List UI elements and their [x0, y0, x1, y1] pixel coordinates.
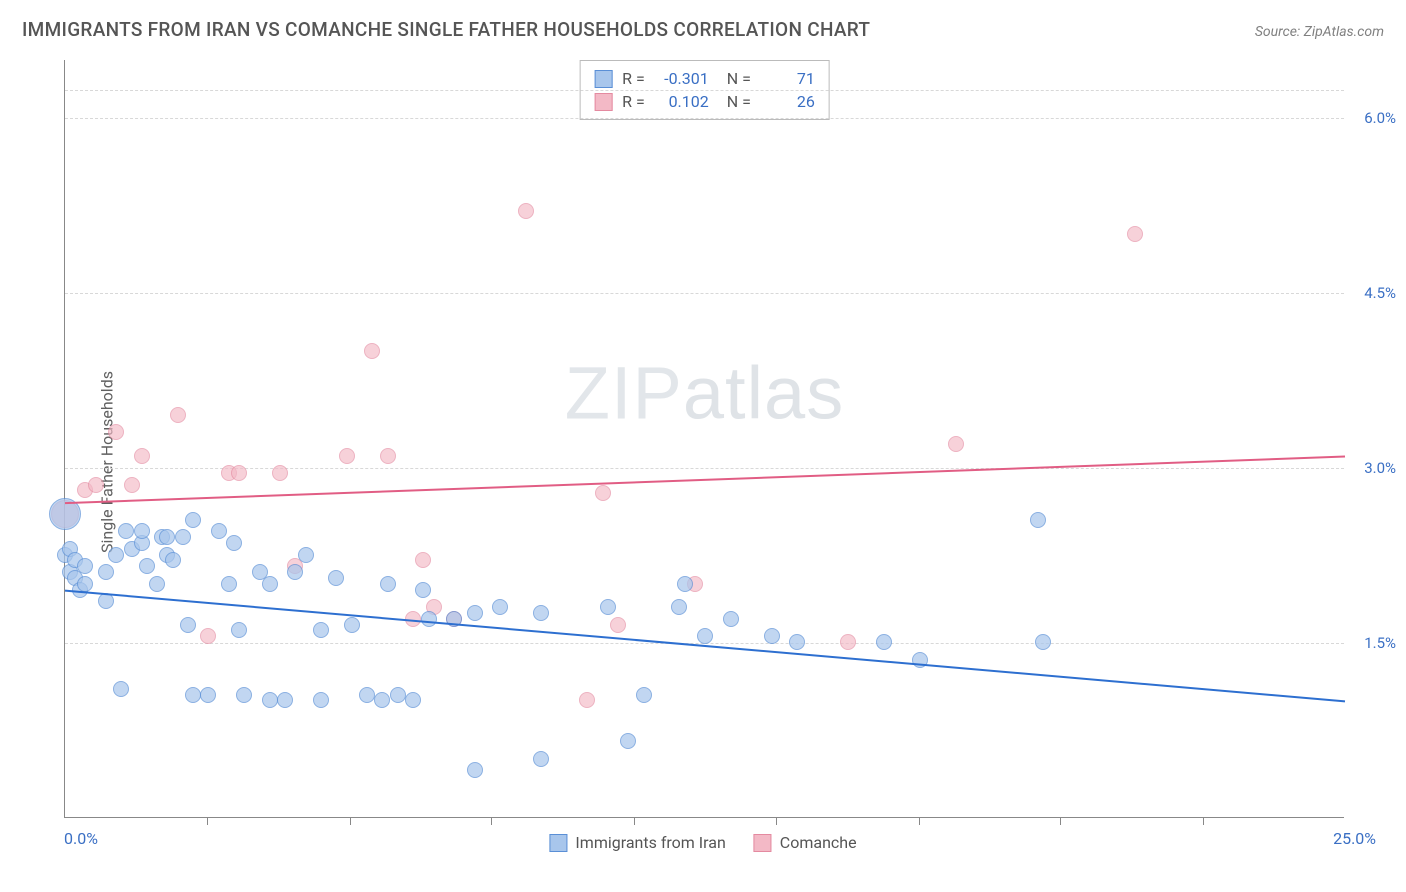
- source-name: ZipAtlas.com: [1304, 24, 1384, 40]
- x-tick: [919, 817, 920, 825]
- y-tick-label: 6.0%: [1364, 109, 1396, 127]
- x-axis-start: 0.0%: [64, 829, 98, 848]
- x-tick: [1203, 817, 1204, 825]
- source-prefix: Source:: [1255, 24, 1304, 40]
- y-tick-label: 4.5%: [1364, 284, 1396, 302]
- bottom-legend: Immigrants from Iran Comanche: [549, 833, 856, 852]
- legend-item-a: Immigrants from Iran: [549, 833, 725, 852]
- x-tick: [1060, 817, 1061, 825]
- x-tick: [207, 817, 208, 825]
- x-axis-end: 25.0%: [1333, 829, 1376, 848]
- legend-swatch-a: [549, 834, 567, 852]
- x-tick: [776, 817, 777, 825]
- chart-title: IMMIGRANTS FROM IRAN VS COMANCHE SINGLE …: [22, 18, 870, 41]
- plot-area: ZIPatlas R = -0.301 N = 71 R = 0.102 N =…: [64, 60, 1344, 818]
- y-tick-label: 3.0%: [1364, 459, 1396, 477]
- trend-line: [65, 60, 1345, 818]
- legend-item-b: Comanche: [754, 833, 857, 852]
- chart-container: Single Father Households ZIPatlas R = -0…: [22, 52, 1384, 872]
- legend-swatch-b: [754, 834, 772, 852]
- legend-label-a: Immigrants from Iran: [575, 833, 725, 852]
- source-label: Source: ZipAtlas.com: [1255, 24, 1384, 40]
- x-tick: [350, 817, 351, 825]
- x-tick: [491, 817, 492, 825]
- legend-label-b: Comanche: [780, 833, 857, 852]
- x-tick: [634, 817, 635, 825]
- y-tick-label: 1.5%: [1364, 634, 1396, 652]
